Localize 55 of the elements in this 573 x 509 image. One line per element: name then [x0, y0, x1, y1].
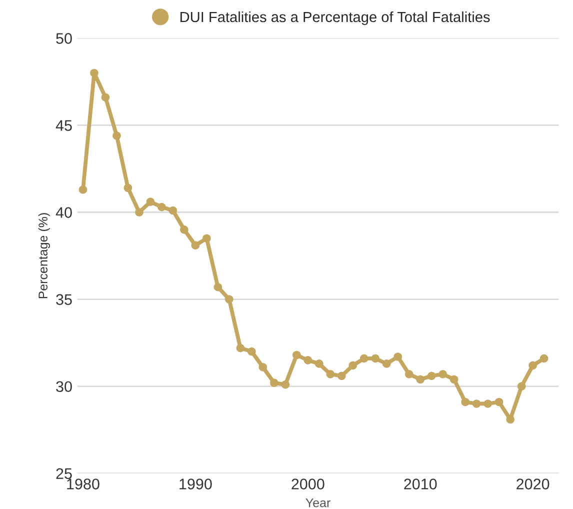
point: [168, 206, 178, 215]
y-tick-label: 25: [56, 468, 72, 480]
point: [225, 295, 234, 304]
point: [427, 372, 436, 380]
point: [348, 361, 358, 370]
y-tick-label: 45: [56, 120, 72, 131]
y-tick-label: 35: [56, 294, 72, 305]
point: [191, 241, 200, 250]
point: [450, 375, 458, 384]
point: [528, 361, 537, 370]
point: [214, 282, 222, 292]
point: [314, 360, 324, 368]
point: [146, 198, 155, 206]
point: [270, 378, 278, 388]
point: [281, 380, 290, 389]
point: [248, 347, 256, 356]
point: [360, 354, 368, 363]
x-tick-label: 2010: [404, 478, 437, 490]
point: [404, 370, 414, 378]
point: [461, 398, 470, 406]
x-tick-label: 1980: [67, 478, 100, 490]
y-tick-label: 40: [56, 207, 72, 218]
point: [382, 360, 391, 368]
point: [258, 363, 268, 372]
point: [202, 234, 211, 243]
point: [236, 344, 245, 352]
point: [517, 382, 526, 390]
point: [180, 225, 188, 234]
point: [326, 370, 335, 378]
legend-label: DUI Fatalities as a Percentage of Total Fatalities: [180, 11, 490, 26]
y-tick-label: 30: [56, 381, 72, 392]
point: [484, 400, 492, 408]
point: [494, 398, 504, 406]
point: [124, 184, 132, 192]
point: [371, 354, 380, 363]
point: [416, 375, 425, 384]
y-tick-label: 50: [56, 33, 72, 44]
point: [158, 202, 166, 212]
point: [540, 354, 548, 363]
point: [112, 131, 121, 140]
point: [394, 352, 402, 361]
point: [304, 356, 312, 364]
point: [292, 350, 301, 360]
x-tick-label: 1990: [180, 478, 212, 490]
y-axis-title: Percentage (%): [38, 213, 50, 298]
point: [472, 400, 481, 408]
x-axis-title: Year: [306, 498, 330, 508]
point: [101, 93, 110, 102]
x-tick-label: 2020: [516, 478, 550, 490]
point: [438, 370, 448, 378]
x-tick-label: 2000: [292, 478, 324, 490]
point: [337, 372, 346, 380]
point: [135, 208, 144, 216]
point: [90, 68, 98, 78]
point: [78, 185, 88, 194]
